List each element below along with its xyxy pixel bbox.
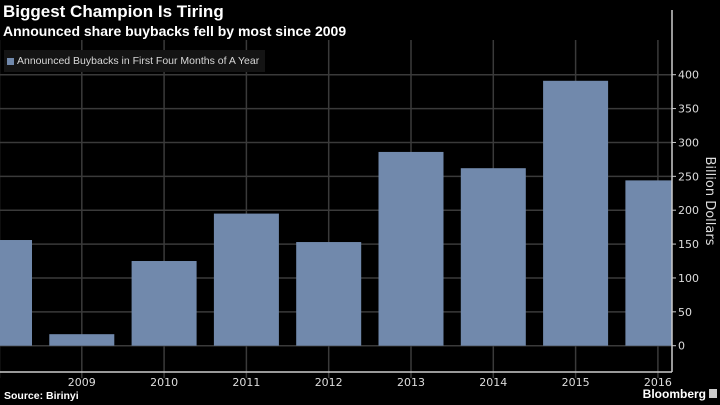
chart-title: Biggest Champion Is Tiring: [3, 2, 224, 21]
bar-2013: [378, 151, 444, 346]
bar-2016: [625, 180, 672, 346]
bloomberg-icon: [709, 389, 717, 398]
brand-logo: Bloomberg: [642, 387, 706, 401]
bar-2009: [49, 334, 115, 346]
legend-swatch: [7, 57, 14, 65]
y-tick-label: 350: [678, 103, 699, 116]
x-tick-label: 2012: [315, 376, 343, 389]
legend-label: Announced Buybacks in First Four Months …: [17, 55, 260, 67]
x-tick-label: 2016: [644, 376, 672, 389]
bar-2012: [296, 242, 362, 346]
legend: Announced Buybacks in First Four Months …: [4, 50, 266, 72]
bar-2010: [131, 261, 197, 346]
y-tick-label: 50: [678, 306, 692, 319]
bar-2011: [213, 213, 279, 346]
chart-subtitle: Announced share buybacks fell by most si…: [3, 23, 347, 39]
x-tick-label: 2014: [479, 376, 507, 389]
bar-2008: [0, 240, 32, 346]
source-note: Source: Birinyi: [4, 390, 79, 402]
y-tick-label: 400: [678, 69, 699, 82]
bar-2015: [543, 80, 609, 346]
y-tick-label: 250: [678, 170, 699, 183]
x-tick-label: 2010: [150, 376, 178, 389]
bar-2014: [460, 168, 526, 346]
x-tick-label: 2013: [397, 376, 425, 389]
y-tick-label: 300: [678, 136, 699, 149]
y-tick-label: 100: [678, 272, 699, 285]
bars: [0, 80, 672, 346]
y-tick-label: 150: [678, 238, 699, 251]
x-tick-label: 2009: [68, 376, 96, 389]
y-tick-label: 200: [678, 204, 699, 217]
x-tick-label: 2015: [562, 376, 590, 389]
y-tick-label: 0: [678, 340, 685, 353]
x-tick-label: 2011: [232, 376, 260, 389]
y-axis-label: Billion Dollars: [702, 157, 717, 246]
